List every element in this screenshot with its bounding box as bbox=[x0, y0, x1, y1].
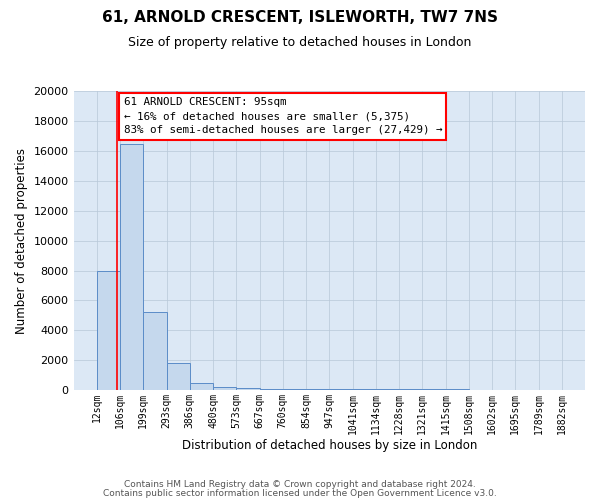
Y-axis label: Number of detached properties: Number of detached properties bbox=[15, 148, 28, 334]
Bar bbox=[236, 388, 260, 390]
Text: Contains public sector information licensed under the Open Government Licence v3: Contains public sector information licen… bbox=[103, 488, 497, 498]
Bar bbox=[190, 382, 213, 390]
Bar bbox=[143, 312, 167, 390]
Bar bbox=[97, 270, 120, 390]
Text: Contains HM Land Registry data © Crown copyright and database right 2024.: Contains HM Land Registry data © Crown c… bbox=[124, 480, 476, 489]
Bar bbox=[120, 144, 143, 390]
Bar bbox=[213, 387, 236, 390]
Text: 61 ARNOLD CRESCENT: 95sqm
← 16% of detached houses are smaller (5,375)
83% of se: 61 ARNOLD CRESCENT: 95sqm ← 16% of detac… bbox=[124, 98, 442, 136]
Bar bbox=[260, 388, 283, 390]
Bar bbox=[353, 389, 376, 390]
Bar bbox=[283, 389, 306, 390]
Text: 61, ARNOLD CRESCENT, ISLEWORTH, TW7 7NS: 61, ARNOLD CRESCENT, ISLEWORTH, TW7 7NS bbox=[102, 10, 498, 25]
X-axis label: Distribution of detached houses by size in London: Distribution of detached houses by size … bbox=[182, 440, 477, 452]
Bar bbox=[167, 363, 190, 390]
Text: Size of property relative to detached houses in London: Size of property relative to detached ho… bbox=[128, 36, 472, 49]
Bar bbox=[306, 389, 329, 390]
Bar bbox=[376, 389, 399, 390]
Bar bbox=[329, 389, 353, 390]
